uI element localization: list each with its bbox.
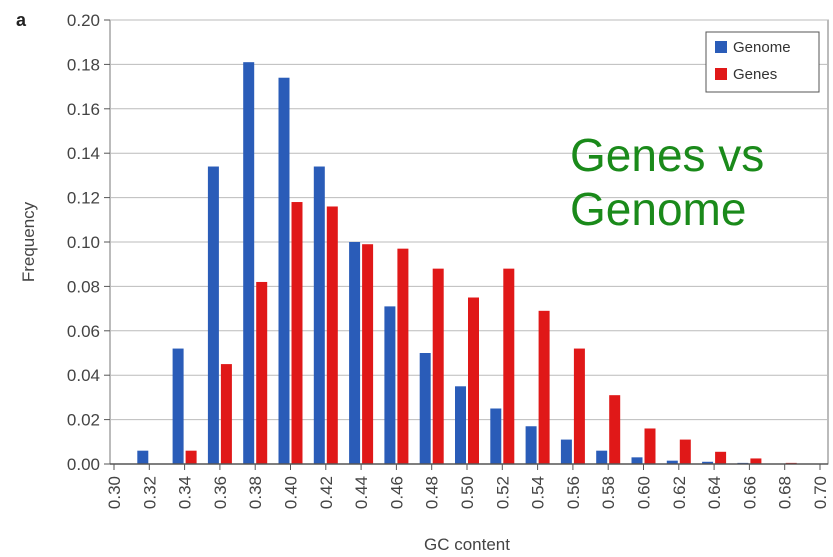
- bar-genes-0.46: [397, 248, 409, 464]
- bar-genome-0.34: [172, 348, 184, 464]
- bar-genes-0.34: [185, 450, 197, 464]
- y-tick-label: 0.16: [67, 100, 100, 119]
- x-tick-label: 0.56: [564, 476, 583, 509]
- bar-genome-0.38: [243, 62, 255, 465]
- bar-genome-0.60: [631, 457, 643, 464]
- chart-annotation: Genes vs Genome: [570, 128, 764, 236]
- bar-genome-0.46: [384, 306, 396, 464]
- legend-label-genes: Genes: [733, 66, 777, 83]
- annotation-line-1: Genes vs: [570, 129, 765, 181]
- bar-genes-0.48: [432, 268, 444, 464]
- x-tick-label: 0.36: [211, 476, 230, 509]
- bar-genes-0.56: [573, 348, 585, 464]
- bar-genes-0.58: [609, 395, 621, 464]
- x-tick-label: 0.68: [776, 476, 795, 509]
- bar-genes-0.54: [538, 310, 550, 464]
- x-tick-label: 0.48: [423, 476, 442, 509]
- bar-genes-0.40: [291, 202, 303, 465]
- y-tick-label: 0.08: [67, 277, 100, 296]
- x-tick-label: 0.60: [635, 476, 654, 509]
- annotation-line-2: Genome: [570, 183, 747, 235]
- bar-genes-0.36: [220, 364, 232, 464]
- x-tick-label: 0.38: [246, 476, 265, 509]
- bar-genome-0.54: [525, 426, 537, 464]
- bar-genome-0.56: [560, 439, 572, 464]
- bar-genes-0.64: [715, 451, 727, 464]
- y-tick-label: 0.00: [67, 455, 100, 474]
- bar-genes-0.38: [256, 281, 268, 464]
- legend-swatch-genes: [715, 68, 727, 80]
- x-tick-label: 0.44: [352, 476, 371, 509]
- legend: Genome Genes: [705, 31, 820, 93]
- y-tick-label: 0.20: [67, 11, 100, 30]
- x-tick-label: 0.32: [140, 476, 159, 509]
- y-tick-label: 0.02: [67, 411, 100, 430]
- y-tick-label: 0.12: [67, 189, 100, 208]
- x-tick-label: 0.34: [176, 476, 195, 509]
- x-tick-label: 0.52: [493, 476, 512, 509]
- x-tick-label: 0.58: [599, 476, 618, 509]
- bar-genes-0.60: [644, 428, 656, 464]
- y-tick-label: 0.14: [67, 144, 100, 163]
- bar-genes-0.44: [362, 244, 374, 464]
- bar-genome-0.36: [207, 166, 219, 464]
- x-tick-label: 0.54: [529, 476, 548, 509]
- x-tick-label: 0.40: [282, 476, 301, 509]
- y-tick-label: 0.10: [67, 233, 100, 252]
- y-tick-label: 0.18: [67, 55, 100, 74]
- bar-genes-0.50: [468, 297, 479, 464]
- bar-genome-0.58: [596, 450, 608, 464]
- bar-genome-0.62: [666, 460, 678, 464]
- x-tick-label: 0.64: [705, 476, 724, 509]
- bar-genes-0.42: [326, 206, 338, 465]
- bar-genome-0.32: [137, 450, 149, 464]
- bar-genes-0.52: [503, 268, 515, 464]
- panel-label: a: [16, 10, 27, 30]
- y-axis-title: Frequency: [19, 201, 38, 282]
- x-axis-title: GC content: [424, 535, 510, 554]
- bar-genome-0.50: [455, 386, 466, 464]
- bar-genome-0.52: [490, 408, 502, 464]
- x-tick-label: 0.62: [670, 476, 689, 509]
- x-tick-label: 0.50: [458, 476, 477, 509]
- x-tick-label: 0.46: [387, 476, 406, 509]
- y-tick-label: 0.06: [67, 322, 100, 341]
- bar-genes-0.66: [750, 458, 762, 464]
- bar-genes-0.62: [679, 439, 691, 464]
- bar-genome-0.48: [419, 353, 431, 464]
- y-tick-label: 0.04: [67, 366, 100, 385]
- x-tick-label: 0.70: [811, 476, 830, 509]
- legend-label-genome: Genome: [733, 39, 791, 56]
- x-tick-label: 0.42: [317, 476, 336, 509]
- x-tick-label: 0.30: [105, 476, 124, 509]
- x-tick-label: 0.66: [740, 476, 759, 509]
- bar-genome-0.64: [702, 461, 714, 464]
- bar-genome-0.40: [278, 77, 290, 464]
- bars: [137, 62, 797, 465]
- legend-swatch-genome: [715, 41, 727, 53]
- bar-genome-0.42: [313, 166, 325, 464]
- axes: 0.00 0.02 0.04 0.06 0.08 0.10 0.12 0.14 0.16 0.18…: [67, 11, 830, 509]
- bar-genome-0.44: [349, 242, 361, 464]
